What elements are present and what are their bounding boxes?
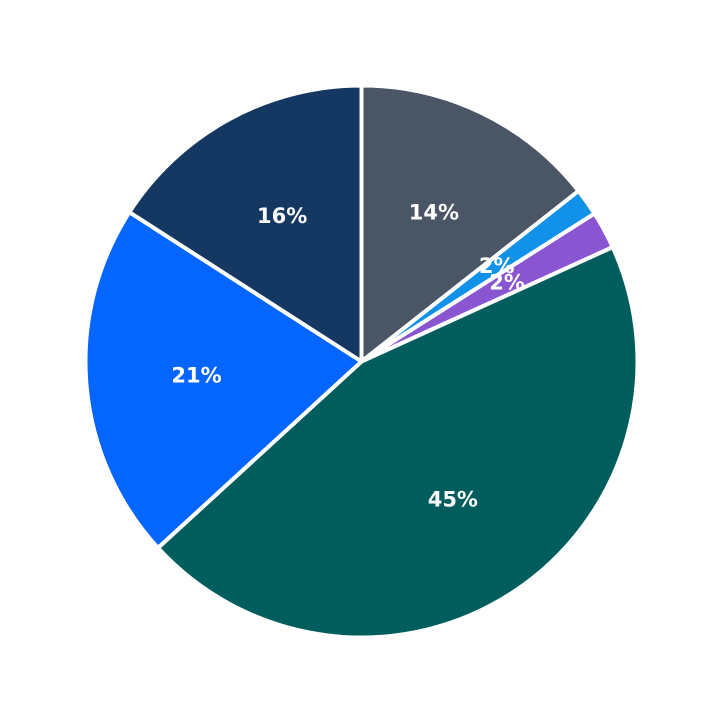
pie-slice-label-5: 16% <box>257 204 307 228</box>
pie-slice-3 <box>155 245 640 640</box>
pie-slices <box>83 83 640 640</box>
pie-slice-label-2: 2% <box>489 271 525 295</box>
pie-labels: 14% 2%2% 45% 21% 16% <box>171 201 525 512</box>
pie-slice-5 <box>127 83 364 364</box>
pie-slice-0 <box>359 83 581 364</box>
pie-slice-label-4: 21% <box>171 364 221 388</box>
pie-slice-label-0: 14% <box>409 201 459 225</box>
pie-slice-label-3: 45% <box>428 488 478 512</box>
pie-slice-label-1: 2% <box>479 254 515 278</box>
pie-slice-4 <box>83 210 364 550</box>
